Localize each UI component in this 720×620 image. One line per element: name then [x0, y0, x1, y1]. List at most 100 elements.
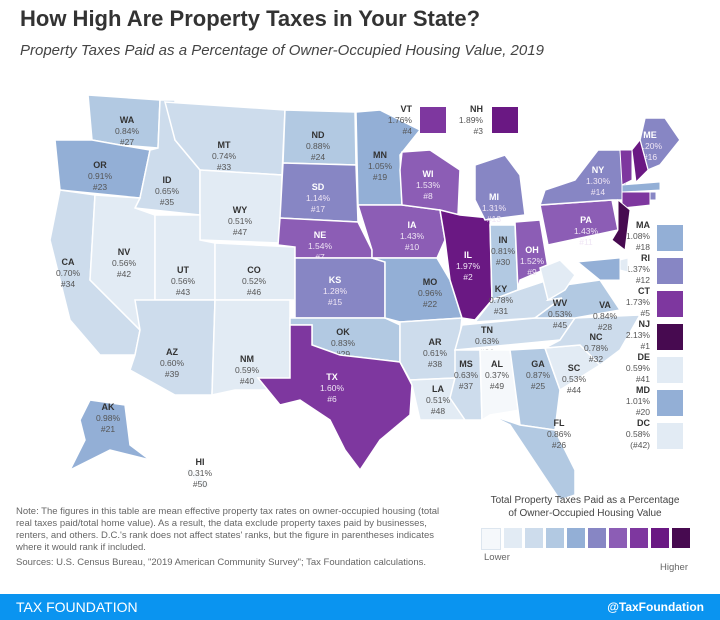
state-il[interactable]: IL1.97%#2 [439, 208, 493, 321]
state-me[interactable]: ME1.20%#16 [638, 117, 681, 172]
state-tx[interactable]: TX1.60%#6 [256, 324, 413, 472]
state-shape[interactable] [474, 154, 526, 221]
state-al[interactable]: AL0.37%#49 [479, 349, 521, 422]
state-shape[interactable] [621, 181, 661, 193]
state-rank-label: #40 [240, 376, 254, 386]
state-shape[interactable] [509, 347, 561, 431]
state-callout-swatch [420, 107, 446, 133]
state-abbr-label: RI [641, 253, 650, 263]
state-rate-label: 1.28% [323, 286, 348, 296]
footer-handle[interactable]: @TaxFoundation [607, 600, 704, 614]
state-shape[interactable] [611, 198, 631, 251]
legend-color-ramp [470, 528, 700, 550]
state-oh[interactable]: OH1.52%#9 [514, 219, 549, 291]
state-wy[interactable]: WY0.51%#47 [199, 169, 283, 244]
state-rank-label: #8 [423, 191, 433, 201]
state-va[interactable]: VA0.84%#28 [532, 279, 622, 332]
state-abbr-label: KS [329, 275, 342, 285]
state-nv[interactable]: NV0.56%#42 [89, 194, 156, 332]
state-ks[interactable]: KS1.28%#15 [294, 257, 386, 319]
state-shape[interactable] [649, 191, 657, 201]
state-vt[interactable]: VT1.76%#4 [388, 104, 633, 186]
state-shape[interactable] [576, 257, 621, 281]
state-rank-label: #17 [311, 204, 325, 214]
state-de[interactable]: DE0.59%#41 [619, 257, 683, 384]
state-abbr-label: WI [423, 169, 434, 179]
state-ga[interactable]: GA0.87%#25 [509, 347, 561, 431]
state-pa[interactable]: PA1.43%#11 [539, 199, 619, 247]
state-callout-swatch [492, 107, 518, 133]
state-wi[interactable]: WI1.53%#8 [399, 149, 461, 216]
state-ny[interactable]: NY1.30%#14 [538, 149, 631, 206]
state-nj[interactable]: NJ2.13%#1 [611, 198, 683, 351]
state-ky[interactable]: KY0.78%#31 [473, 279, 564, 323]
state-rate-label: 1.14% [306, 193, 331, 203]
state-rate-label: 0.88% [306, 141, 331, 151]
state-abbr-label: FL [554, 418, 565, 428]
state-ri[interactable]: RI1.37%#12 [626, 191, 683, 285]
state-abbr-label: IL [464, 250, 473, 260]
state-co[interactable]: CO0.52%#46 [214, 242, 296, 301]
legend-swatch [480, 528, 501, 550]
state-abbr-label: CA [62, 257, 75, 267]
state-abbr-label: PA [580, 215, 592, 225]
state-shape[interactable] [544, 314, 642, 366]
state-rank-label: #1 [641, 341, 651, 351]
state-sd[interactable]: SD1.14%#17 [279, 162, 359, 223]
state-wa[interactable]: WA0.84%#27 [87, 94, 161, 149]
state-abbr-label: MO [423, 277, 438, 287]
state-shape[interactable] [479, 349, 521, 422]
state-shape[interactable] [631, 138, 649, 184]
state-ma[interactable]: MA1.08%#18 [621, 181, 683, 252]
state-callout-swatch [657, 390, 683, 416]
state-shape[interactable] [211, 299, 291, 396]
state-az[interactable]: AZ0.60%#39 [129, 299, 216, 396]
state-ak[interactable]: AK0.98%#21 [68, 399, 151, 472]
legend-swatch [629, 528, 648, 548]
state-shape[interactable] [619, 149, 633, 186]
state-wv[interactable]: WV0.53%#45 [539, 259, 576, 330]
state-mt[interactable]: MT0.74%#33 [164, 101, 286, 176]
state-ct[interactable]: CT1.73%#5 [621, 191, 683, 318]
state-rank-label: #22 [423, 299, 437, 309]
state-dc[interactable]: DC0.58%(#42) [626, 418, 683, 450]
state-shape[interactable] [183, 467, 212, 492]
state-shape[interactable] [621, 191, 651, 209]
state-rate-label: 0.58% [626, 429, 651, 439]
state-shape[interactable] [489, 414, 576, 500]
state-rate-label: 0.74% [212, 151, 237, 161]
state-abbr-label: AK [102, 402, 115, 412]
state-or[interactable]: OR0.91%#23 [54, 139, 151, 199]
state-abbr-label: TX [326, 372, 338, 382]
state-fl[interactable]: FL0.86%#26 [489, 414, 576, 500]
state-rate-label: 2.13% [626, 330, 651, 340]
state-shape[interactable] [532, 279, 622, 319]
state-nh[interactable]: NH1.89%#3 [459, 104, 649, 184]
state-ar[interactable]: AR0.61%#38 [399, 317, 463, 381]
color-legend: Total Property Taxes Paid as a Percentag… [470, 494, 700, 573]
state-rank-label: #16 [643, 152, 657, 162]
state-rank-label: #5 [641, 308, 651, 318]
state-nd[interactable]: ND0.88%#24 [282, 109, 357, 166]
state-rank-label: #42 [117, 269, 131, 279]
state-callout-swatch [657, 291, 683, 317]
state-ia[interactable]: IA1.43%#10 [356, 204, 446, 259]
state-nc[interactable]: NC0.78%#32 [544, 314, 642, 366]
state-hi[interactable]: HI0.31%#50 [183, 457, 212, 492]
state-shape[interactable] [256, 324, 413, 472]
state-shape[interactable] [439, 208, 493, 321]
state-rate-label: 1.37% [626, 264, 651, 274]
state-md[interactable]: MD1.01%#20 [576, 257, 683, 417]
state-nm[interactable]: NM0.59%#40 [211, 299, 291, 396]
state-shape[interactable] [514, 219, 549, 291]
state-shape[interactable] [68, 399, 151, 472]
state-rate-label: 0.60% [160, 358, 185, 368]
state-shape[interactable] [619, 257, 629, 273]
state-shape[interactable] [539, 259, 576, 302]
state-rate-label: 0.83% [331, 338, 356, 348]
state-shape[interactable] [87, 94, 161, 149]
state-mi[interactable]: MI1.31%#13 [474, 154, 526, 224]
state-rate-label: 0.51% [228, 216, 253, 226]
state-abbr-label: SC [568, 363, 581, 373]
legend-swatch [503, 528, 522, 548]
